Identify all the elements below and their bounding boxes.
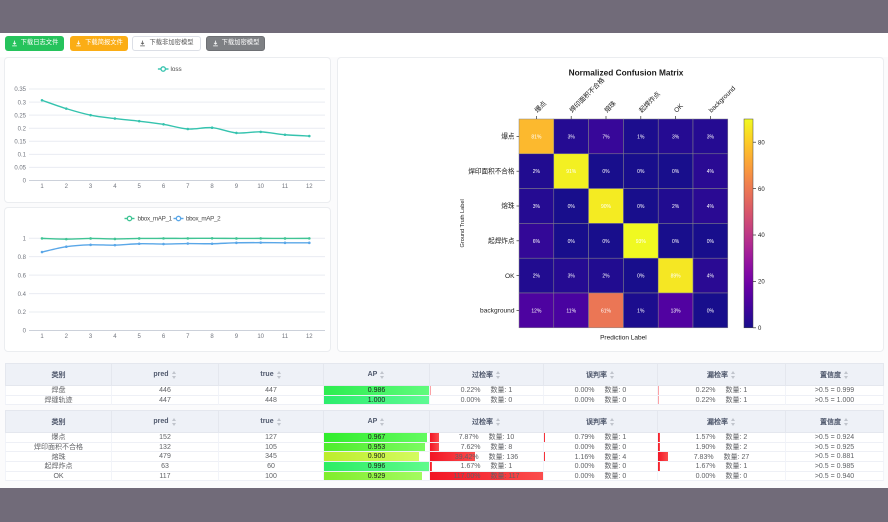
svg-text:40: 40 — [758, 233, 765, 239]
svg-text:6: 6 — [162, 334, 166, 340]
svg-text:1: 1 — [23, 236, 27, 242]
svg-text:OK: OK — [505, 273, 515, 280]
svg-text:6%: 6% — [533, 239, 541, 245]
svg-text:0.05: 0.05 — [14, 166, 26, 172]
svg-text:5: 5 — [138, 334, 142, 340]
svg-text:90%: 90% — [601, 204, 612, 210]
svg-text:bbox_mAP_1: bbox_mAP_1 — [138, 216, 173, 223]
svg-text:11: 11 — [282, 184, 289, 190]
svg-text:20: 20 — [758, 280, 765, 286]
svg-text:11%: 11% — [566, 308, 576, 314]
svg-text:4: 4 — [113, 184, 117, 190]
svg-text:3: 3 — [89, 184, 93, 190]
svg-text:81%: 81% — [531, 134, 542, 140]
svg-text:0.35: 0.35 — [14, 87, 26, 93]
svg-text:8: 8 — [210, 334, 214, 340]
svg-text:9: 9 — [235, 184, 239, 190]
svg-text:焊印面积不合格: 焊印面积不合格 — [567, 75, 606, 114]
svg-text:3%: 3% — [707, 134, 715, 140]
svg-text:2%: 2% — [533, 274, 541, 280]
svg-text:background: background — [480, 308, 515, 315]
svg-text:0: 0 — [23, 179, 27, 185]
svg-text:89%: 89% — [671, 274, 682, 280]
svg-text:6: 6 — [162, 184, 166, 190]
svg-text:2: 2 — [65, 334, 69, 340]
svg-text:0%: 0% — [672, 169, 680, 175]
svg-text:background: background — [708, 85, 738, 115]
svg-text:0%: 0% — [637, 274, 645, 280]
svg-text:bbox_mAP_2: bbox_mAP_2 — [186, 216, 221, 223]
svg-text:3: 3 — [89, 334, 93, 340]
svg-text:起焊炸点: 起焊炸点 — [488, 236, 515, 245]
svg-text:3%: 3% — [568, 274, 576, 280]
svg-text:3%: 3% — [672, 134, 680, 140]
svg-text:10: 10 — [257, 334, 264, 340]
svg-text:0.8: 0.8 — [18, 255, 27, 261]
svg-text:2%: 2% — [533, 169, 541, 175]
svg-text:5: 5 — [138, 184, 142, 190]
svg-text:0: 0 — [758, 326, 762, 332]
svg-text:爆点: 爆点 — [532, 98, 548, 114]
svg-text:1: 1 — [40, 184, 44, 190]
svg-text:0.2: 0.2 — [18, 126, 27, 132]
svg-text:1%: 1% — [637, 308, 645, 314]
svg-text:0%: 0% — [602, 239, 610, 245]
svg-text:0%: 0% — [602, 169, 610, 175]
svg-text:0.1: 0.1 — [18, 153, 27, 159]
svg-text:4%: 4% — [707, 204, 715, 210]
svg-text:熔珠: 熔珠 — [501, 201, 515, 210]
svg-text:Normalized Confusion Matrix: Normalized Confusion Matrix — [569, 68, 684, 78]
svg-text:4%: 4% — [707, 274, 715, 280]
svg-text:熔珠: 熔珠 — [602, 98, 618, 114]
svg-text:0%: 0% — [707, 308, 715, 314]
svg-text:8: 8 — [210, 184, 214, 190]
svg-text:91%: 91% — [566, 169, 577, 175]
svg-text:60: 60 — [758, 187, 765, 193]
svg-text:爆点: 爆点 — [501, 132, 515, 141]
svg-text:0%: 0% — [637, 204, 645, 210]
svg-text:11: 11 — [282, 334, 289, 340]
svg-text:0%: 0% — [707, 239, 715, 245]
svg-text:1%: 1% — [637, 134, 645, 140]
svg-text:loss: loss — [171, 66, 182, 73]
svg-text:Prediction Label: Prediction Label — [600, 334, 647, 341]
svg-text:2%: 2% — [672, 204, 680, 210]
svg-text:2%: 2% — [602, 274, 610, 280]
svg-text:4%: 4% — [707, 169, 715, 175]
svg-text:1: 1 — [40, 334, 44, 340]
svg-text:OK: OK — [673, 102, 685, 114]
svg-text:0%: 0% — [672, 239, 680, 245]
svg-text:12%: 12% — [531, 308, 542, 314]
svg-text:4: 4 — [113, 334, 117, 340]
svg-text:0.6: 0.6 — [18, 273, 27, 279]
svg-text:10: 10 — [257, 184, 264, 190]
svg-text:0%: 0% — [637, 169, 645, 175]
svg-text:0%: 0% — [568, 204, 576, 210]
svg-text:0.3: 0.3 — [18, 100, 27, 106]
svg-text:0.4: 0.4 — [18, 292, 27, 298]
svg-text:9: 9 — [235, 334, 239, 340]
svg-text:12: 12 — [306, 184, 313, 190]
svg-text:7: 7 — [186, 184, 190, 190]
svg-text:2: 2 — [65, 184, 69, 190]
svg-text:0.2: 0.2 — [18, 310, 27, 316]
svg-text:Ground Truth Label: Ground Truth Label — [460, 199, 466, 247]
svg-text:起焊炸点: 起焊炸点 — [637, 89, 662, 114]
svg-text:0.15: 0.15 — [14, 139, 26, 145]
svg-text:12: 12 — [306, 334, 313, 340]
svg-text:0%: 0% — [568, 239, 576, 245]
svg-text:3%: 3% — [568, 134, 576, 140]
svg-text:61%: 61% — [601, 308, 612, 314]
svg-text:13%: 13% — [671, 308, 682, 314]
svg-text:焊印面积不合格: 焊印面积不合格 — [468, 166, 515, 175]
svg-text:93%: 93% — [636, 239, 647, 245]
svg-text:7%: 7% — [602, 134, 610, 140]
svg-text:0: 0 — [23, 329, 27, 335]
svg-text:3%: 3% — [533, 204, 541, 210]
svg-text:7: 7 — [186, 334, 190, 340]
svg-text:0.25: 0.25 — [14, 113, 26, 119]
svg-text:80: 80 — [758, 140, 765, 146]
